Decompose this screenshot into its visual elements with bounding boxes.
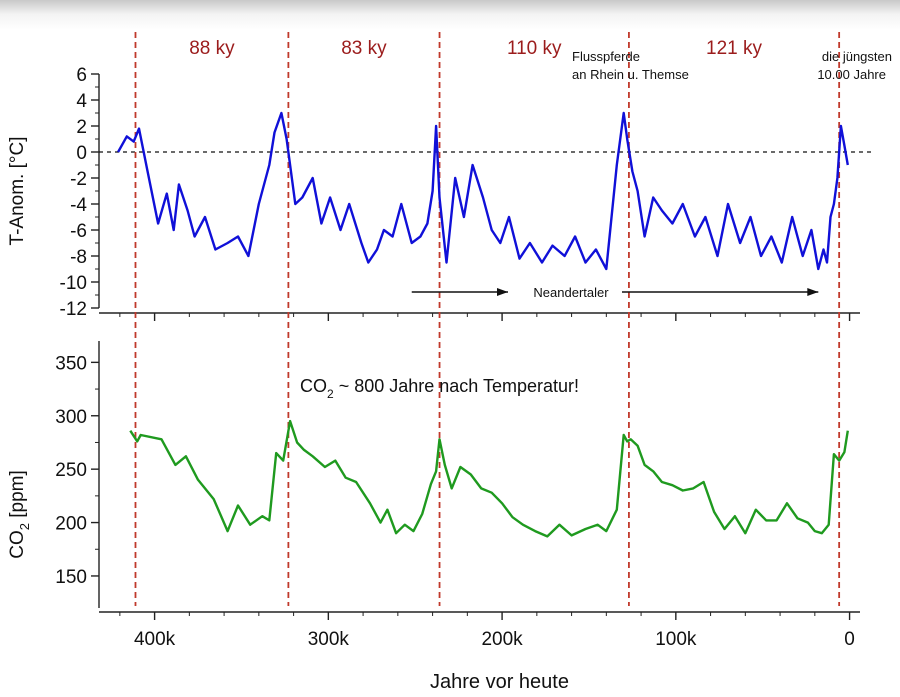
note-juengsten-line2: 10.00 Jahre [817,67,886,82]
y-tick-label: -12 [60,299,87,320]
period-label: 83 ky [341,38,387,59]
neandertaler-arrowhead-right [807,288,819,296]
period-label: 121 ky [706,38,762,59]
neandertaler-arrowhead-left [497,288,508,296]
y-tick-label: 150 [55,567,87,588]
y-tick-label: 2 [76,117,87,138]
y-tick-label: 0 [76,143,87,164]
note-juengsten-line1: die jüngsten [822,49,892,64]
temperature-y-axis-title: T-Anom. [°C] [7,137,28,246]
y-tick-label: 6 [76,65,87,86]
y-tick-label: 4 [76,91,87,112]
x-axis-title: Jahre vor heute [430,671,569,693]
label-layer: T-Anom. [°C] CO2 [ppm] Jahre vor heute 88 k… [7,38,892,693]
y-tick-label: -2 [70,169,87,190]
axes-layer: -12 -10 -8 -6 -4 -2 0 2 4 6 150 200 250 300 350 400k 300… [55,65,872,650]
y-tick-label: 300 [55,407,87,428]
x-tick-label: 0 [844,629,855,650]
series-layer [117,111,849,538]
y-tick-label: -6 [70,221,87,242]
y-tick-label: -8 [70,247,87,268]
neandertaler-label: Neandertaler [533,285,609,300]
y-tick-label: -4 [70,195,87,216]
note-flusspferde-line2: an Rhein u. Themse [572,67,689,82]
co2-series-line [129,419,849,538]
period-label: 88 ky [189,38,235,59]
x-tick-label: 100k [655,629,697,650]
y-tick-label: 200 [55,514,87,535]
temperature-series-line [117,111,849,271]
y-tick-label: 250 [55,460,87,481]
co2-lag-annotation: CO2 ~ 800 Jahre nach Temperatur! [300,376,579,401]
y-tick-label: 350 [55,353,87,374]
x-tick-label: 300k [308,629,350,650]
period-markers [134,32,841,606]
y-tick-label: -10 [60,273,87,294]
x-tick-label: 200k [481,629,523,650]
co2-y-axis-title: CO2 [ppm] [7,470,32,559]
note-flusspferde-line1: Flusspferde [572,49,640,64]
period-label: 110 ky [507,38,562,59]
x-tick-label: 400k [134,629,176,650]
